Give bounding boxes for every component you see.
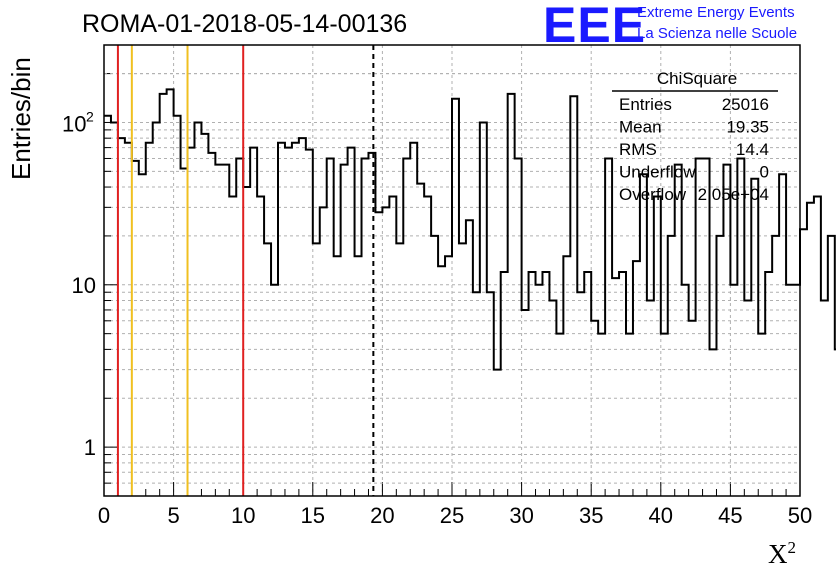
x-tick-label: 10 <box>231 503 255 528</box>
stats-box-title: ChiSquare <box>657 69 737 88</box>
brand-line-2: La Scienza nelle Scuole <box>637 25 798 42</box>
brand-line-1: Extreme Energy Events <box>637 4 795 21</box>
stats-row-value: 14.4 <box>736 140 769 159</box>
x-tick-label: 20 <box>370 503 394 528</box>
y-tick-label-exponent: 2 <box>86 108 94 124</box>
y-tick-label: 10 <box>72 273 96 298</box>
x-tick-label: 30 <box>509 503 533 528</box>
stats-row-label: Mean <box>619 118 662 137</box>
x-tick-label: 0 <box>98 503 110 528</box>
x-tick-label: 40 <box>649 503 673 528</box>
stats-row-label: RMS <box>619 140 657 159</box>
stats-row-value: 19.35 <box>726 118 769 137</box>
x-axis-label: X2 <box>768 538 796 570</box>
x-axis-label-base: X <box>768 539 788 569</box>
eee-logo: EEE <box>543 0 647 53</box>
y-tick-label: 10 <box>62 111 86 136</box>
x-tick-label: 15 <box>301 503 325 528</box>
histogram-series-line <box>104 88 836 371</box>
x-tick-label: 35 <box>579 503 603 528</box>
x-tick-label: 50 <box>788 503 812 528</box>
plot-frame <box>103 44 801 497</box>
stats-row-value: 2.05e+04 <box>698 185 769 204</box>
stats-row-label: Overflow <box>619 185 687 204</box>
y-axis-label: Entries/bin <box>6 57 36 180</box>
y-tick-label: 1 <box>84 435 96 460</box>
x-tick-label: 25 <box>440 503 464 528</box>
x-axis-label-exponent: 2 <box>787 538 797 557</box>
stats-row-label: Entries <box>619 95 672 114</box>
x-tick-label: 5 <box>167 503 179 528</box>
stats-row-value: 25016 <box>722 95 769 114</box>
x-tick-label: 45 <box>718 503 742 528</box>
stats-row-value: 0 <box>760 163 769 182</box>
stats-row-label: Underflow <box>619 163 696 182</box>
chart-title: ROMA-01-2018-05-14-00136 <box>82 10 408 38</box>
